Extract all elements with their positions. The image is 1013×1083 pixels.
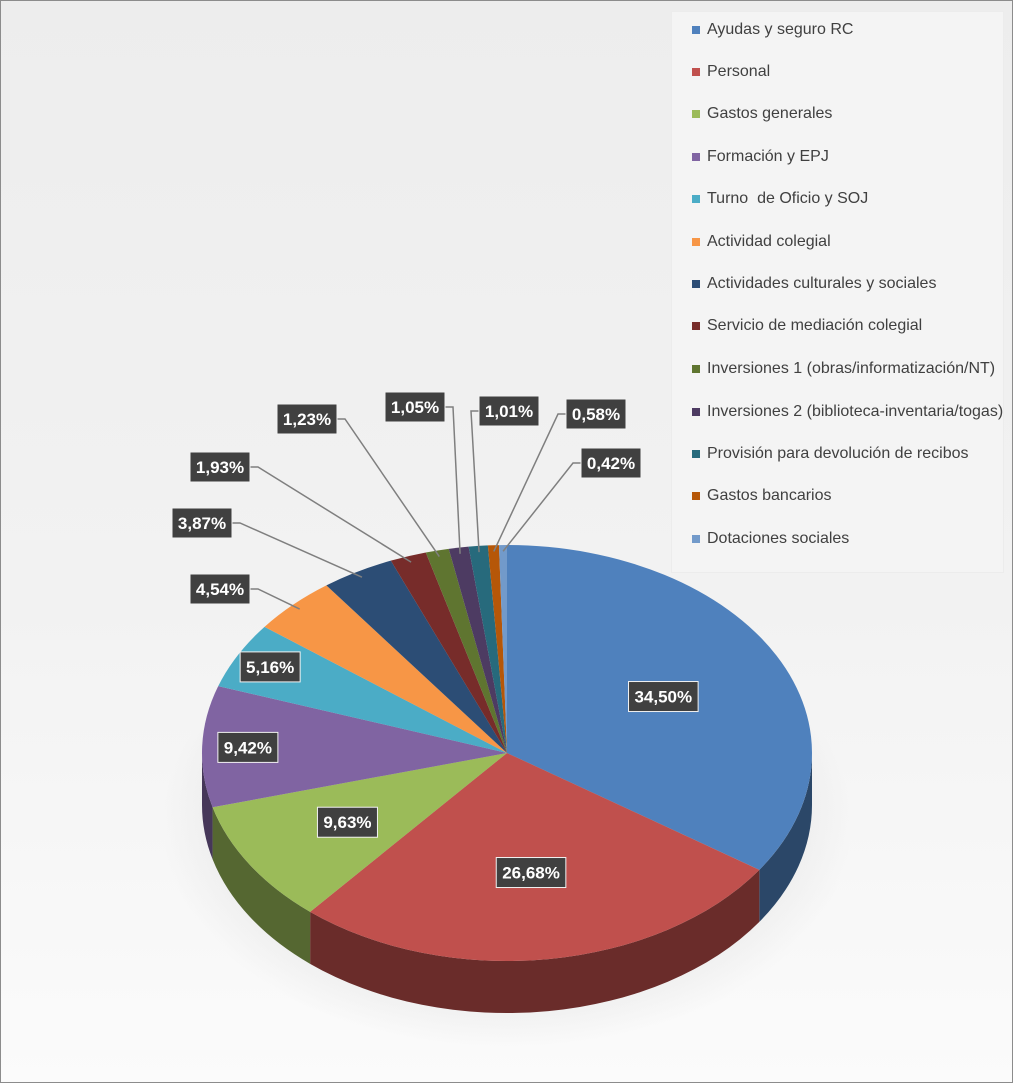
leader-line (470, 410, 480, 553)
pie-slice (487, 545, 507, 753)
leader-line (250, 588, 301, 610)
leader-line (502, 462, 581, 552)
legend-swatch (692, 153, 700, 161)
data-label-box (316, 806, 378, 838)
pie-slice-side (310, 869, 760, 1013)
data-label-box (217, 731, 279, 763)
legend-label: Dotaciones sociales (707, 530, 850, 547)
data-label-box (171, 507, 233, 539)
legend-swatch (692, 238, 700, 246)
legend-label: Formación y EPJ (707, 148, 829, 165)
chart-legend: Ayudas y seguro RC Personal Gastos general… (671, 11, 1004, 573)
legend-swatch (692, 450, 700, 458)
data-label: 1,05% (391, 398, 439, 417)
legend-label: Servicio de mediación colegial (707, 317, 923, 334)
legend-swatch (692, 535, 700, 543)
legend-swatch (692, 26, 700, 34)
data-label: 1,01% (485, 402, 533, 421)
data-label-box (495, 857, 567, 889)
legend-label: Ayudas y seguro RC (707, 21, 854, 38)
legend-item: Gastos bancarios (692, 486, 1012, 506)
pie-slice (425, 548, 507, 753)
data-label-box (276, 403, 338, 435)
pie-slice (201, 686, 507, 808)
legend-label: Gastos bancarios (707, 487, 832, 504)
legend-label: Inversiones 1 (obras/informatización/NT) (707, 360, 996, 377)
legend-item: Inversiones 1 (obras/informatización/NT) (692, 359, 1012, 379)
legend-item: Actividades culturales y sociales (692, 274, 1012, 294)
legend-label: Provisión para devolución de recibos (707, 445, 969, 462)
pie-slice (310, 753, 760, 961)
pie-slice-side (212, 807, 311, 964)
data-label-box (478, 395, 540, 427)
data-label: 9,63% (323, 813, 371, 832)
data-label-box (189, 573, 251, 605)
pie-slice (498, 545, 507, 753)
legend-item: Servicio de mediación colegial (692, 316, 1012, 336)
legend-swatch (692, 322, 700, 330)
pie-slice (264, 585, 507, 753)
legend-label: Actividades culturales y sociales (707, 275, 937, 292)
legend-item: Ayudas y seguro RC (692, 20, 1012, 40)
legend-swatch (692, 110, 700, 118)
data-label-box (580, 447, 642, 479)
legend-item: Formación y EPJ (692, 147, 1012, 167)
pie-slice (326, 560, 507, 753)
pie-slice-side (202, 753, 213, 860)
pie-slice-side (759, 753, 813, 922)
legend-item: Personal (692, 62, 1012, 82)
leader-line (337, 418, 440, 558)
legend-label: Inversiones 2 (biblioteca-inventaria/tog… (707, 403, 1004, 420)
legend-item: Inversiones 2 (biblioteca-inventaria/tog… (692, 402, 1012, 422)
leader-line (250, 466, 412, 563)
legend-item: Turno de Oficio y SOJ (692, 189, 1012, 209)
legend-label: Personal (707, 63, 771, 80)
leader-line (445, 406, 461, 554)
data-label-box (565, 398, 627, 430)
data-label: 9,42% (224, 738, 272, 757)
legend-swatch (692, 408, 700, 416)
data-label: 1,23% (283, 410, 331, 429)
legend-swatch (692, 365, 700, 373)
pie-slice (390, 552, 507, 753)
data-label: 34,50% (634, 688, 692, 707)
data-label: 1,93% (196, 458, 244, 477)
legend-swatch (692, 195, 700, 203)
pie-slice (468, 545, 507, 753)
legend-item: Dotaciones sociales (692, 529, 1012, 549)
pie-slice (448, 546, 507, 753)
data-label-box (189, 451, 251, 483)
data-label-box (239, 651, 301, 683)
legend-label: Turno de Oficio y SOJ (707, 190, 869, 207)
data-label: 3,87% (178, 514, 226, 533)
legend-item: Provisión para devolución de recibos (692, 444, 1012, 464)
legend-swatch (692, 280, 700, 288)
data-label: 0,42% (587, 454, 635, 473)
leader-line (493, 413, 566, 552)
legend-label: Gastos generales (707, 105, 833, 122)
data-label: 4,54% (196, 580, 244, 599)
data-label: 26,68% (502, 864, 560, 883)
legend-label: Actividad colegial (707, 233, 831, 250)
data-label: 0,58% (572, 405, 620, 424)
data-label-box (628, 681, 699, 713)
data-label: 5,16% (246, 658, 294, 677)
data-label-box (384, 391, 446, 423)
legend-swatch (692, 68, 700, 76)
leader-line (232, 522, 363, 578)
legend-item: Actividad colegial (692, 232, 1012, 252)
legend-swatch (692, 492, 700, 500)
legend-item: Gastos generales (692, 104, 1012, 124)
